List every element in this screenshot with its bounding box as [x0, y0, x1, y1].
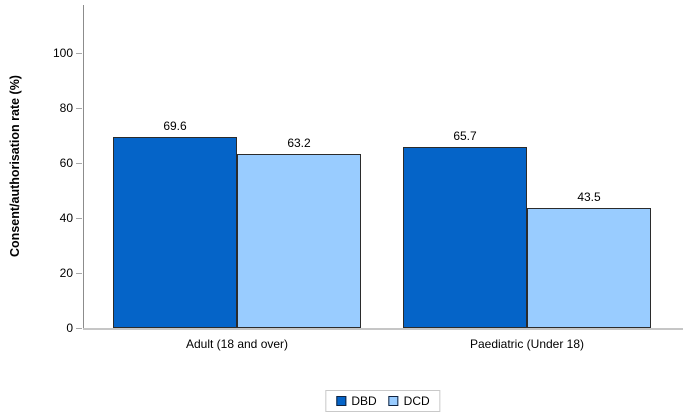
legend: DBD DCD: [325, 390, 441, 412]
legend-swatch-dcd: [388, 396, 399, 406]
y-tick-label: 100: [52, 46, 73, 60]
bar-dcd-2: [527, 208, 651, 328]
x-category-label: Adult (18 and over): [185, 337, 289, 351]
y-tick-mark: [76, 328, 82, 329]
y-axis-line: [83, 5, 84, 328]
y-tick-label: 60: [59, 156, 73, 170]
y-tick-label: 0: [66, 321, 73, 335]
bar-dbd-1: [113, 137, 237, 328]
legend-label: DBD: [351, 394, 377, 408]
legend-swatch-dbd: [336, 396, 347, 406]
y-tick-mark: [76, 108, 82, 109]
bar-dcd-1: [237, 154, 361, 328]
bar-value-label: 63.2: [287, 136, 311, 150]
y-tick-mark: [76, 218, 82, 219]
y-axis-title: Consent/authorisation rate (%): [8, 75, 22, 257]
bar-value-label: 65.7: [453, 129, 477, 143]
x-category-label: Paediatric (Under 18): [469, 337, 585, 351]
legend-item-dcd: DCD: [388, 394, 430, 408]
legend-label: DCD: [403, 394, 430, 408]
bar-value-label: 69.6: [163, 119, 187, 133]
y-tick-mark: [76, 53, 82, 54]
bar-dbd-2: [403, 147, 527, 328]
y-tick-mark: [76, 273, 82, 274]
x-axis-baseline: [83, 328, 683, 330]
y-tick-label: 40: [59, 211, 73, 225]
bar-value-label: 43.5: [577, 190, 601, 204]
y-tick-mark: [76, 163, 82, 164]
y-tick-label: 20: [59, 266, 73, 280]
y-tick-label: 80: [59, 101, 73, 115]
legend-item-dbd: DBD: [336, 394, 377, 408]
